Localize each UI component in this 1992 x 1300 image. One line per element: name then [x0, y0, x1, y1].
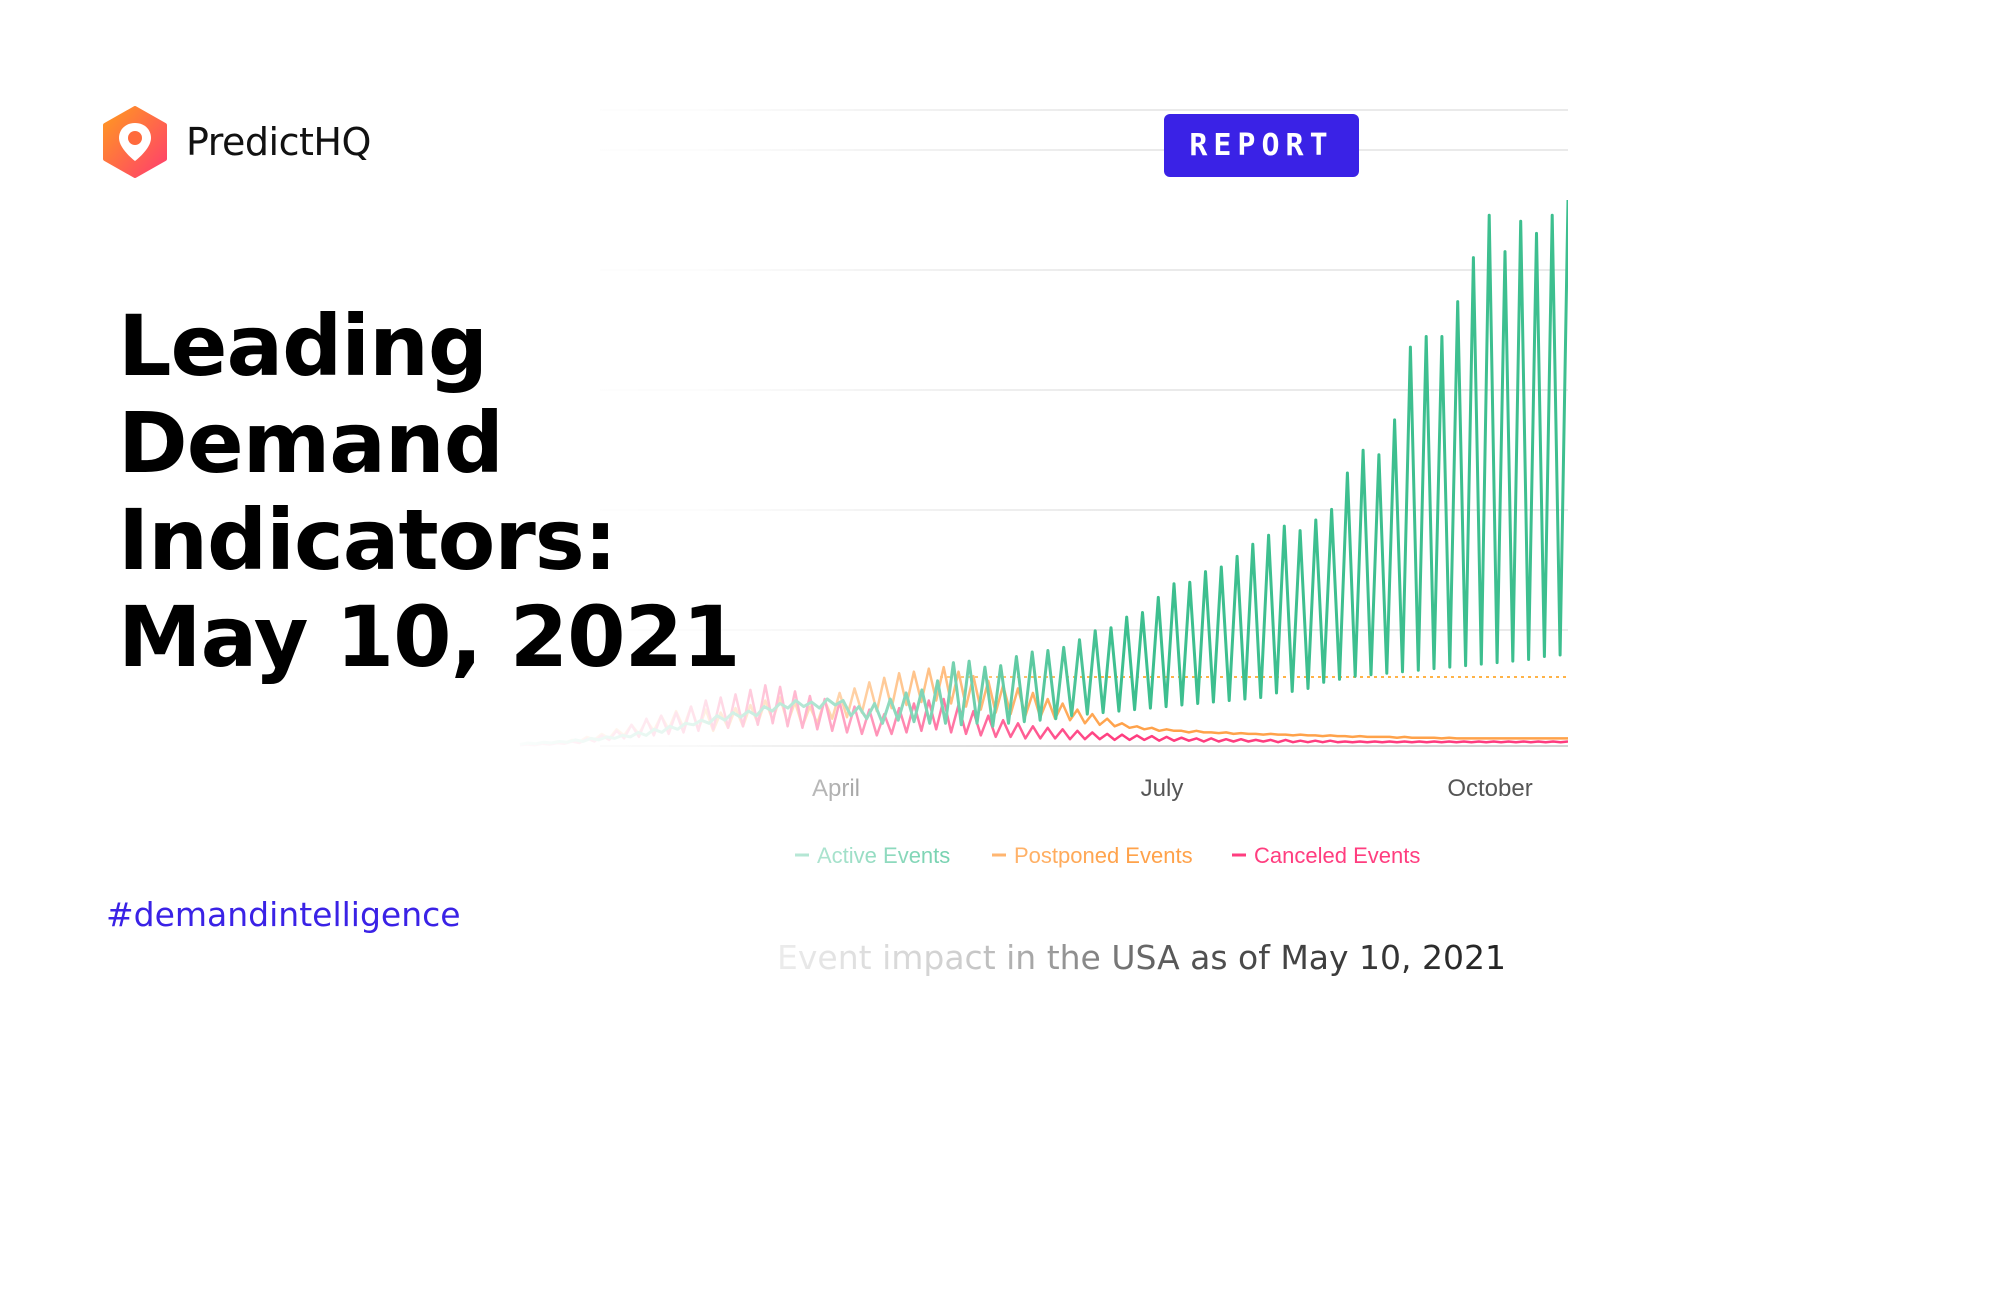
- report-badge: REPORT: [1164, 114, 1359, 177]
- chart-x-axis: April July October: [812, 775, 1533, 802]
- title-line: Leading: [118, 297, 488, 395]
- legend-label[interactable]: Canceled Events: [1254, 843, 1420, 868]
- brand-logo[interactable]: PredictHQ: [102, 106, 371, 178]
- brand-name: PredictHQ: [186, 120, 371, 164]
- title-line: Indicators:: [118, 491, 617, 589]
- x-tick-label: July: [1141, 775, 1184, 802]
- chart-caption: Event impact in the USA as of May 10, 20…: [777, 938, 1506, 977]
- x-tick-label: April: [812, 775, 860, 802]
- title-line: May 10, 2021: [118, 588, 741, 686]
- title-line: Demand: [118, 394, 504, 492]
- legend-label[interactable]: Postponed Events: [1014, 843, 1193, 868]
- x-tick-label: October: [1447, 775, 1532, 802]
- page-title: Leading Demand Indicators: May 10, 2021: [118, 297, 741, 686]
- legend-label[interactable]: Active Events: [817, 843, 950, 868]
- hashtag-link[interactable]: #demandintelligence: [106, 895, 461, 934]
- predicthq-logo-icon: [103, 106, 167, 178]
- chart-legend: Active Events Postponed Events Canceled Ev…: [795, 843, 1420, 868]
